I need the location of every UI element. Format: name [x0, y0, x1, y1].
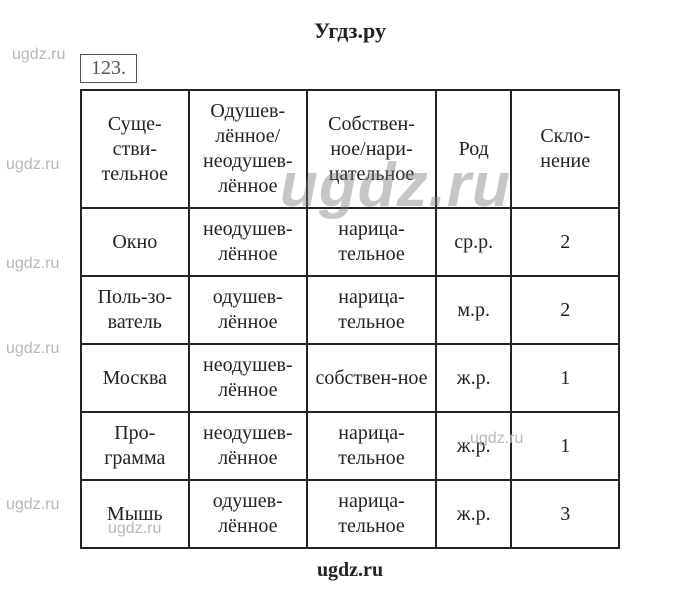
table-row: Окно неодушев-лённое нарица-тельное ср.р…: [81, 208, 619, 276]
cell-proper: нарица-тельное: [307, 480, 436, 548]
exercise-number: 123.: [80, 54, 137, 83]
cell-declension: 3: [511, 480, 619, 548]
cell-animate: одушев-лённое: [189, 276, 307, 344]
header-proper: Собствен-ное/нари-цательное: [307, 90, 436, 208]
cell-animate: одушев-лённое: [189, 480, 307, 548]
header-noun: Суще-стви-тельное: [81, 90, 189, 208]
table-row: Поль-зо-ватель одушев-лённое нарица-тель…: [81, 276, 619, 344]
table-header-row: Суще-стви-тельное Одушев-лённое/ неодуше…: [81, 90, 619, 208]
cell-declension: 2: [511, 276, 619, 344]
cell-proper: нарица-тельное: [307, 276, 436, 344]
cell-noun: Окно: [81, 208, 189, 276]
table-row: Про-грамма неодушев-лённое нарица-тельно…: [81, 412, 619, 480]
footer-site: ugdz.ru: [80, 559, 620, 582]
cell-animate: неодушев-лённое: [189, 412, 307, 480]
table-row: Мышь одушев-лённое нарица-тельное ж.р. 3: [81, 480, 619, 548]
cell-noun: Поль-зо-ватель: [81, 276, 189, 344]
table-body: Окно неодушев-лённое нарица-тельное ср.р…: [81, 208, 619, 548]
header-animate: Одушев-лённое/ неодушев-лённое: [189, 90, 307, 208]
cell-animate: неодушев-лённое: [189, 208, 307, 276]
cell-proper: нарица-тельное: [307, 208, 436, 276]
cell-noun: Мышь: [81, 480, 189, 548]
cell-noun: Про-грамма: [81, 412, 189, 480]
site-title: Угдз.ру: [80, 18, 620, 44]
table-row: Москва неодушев-лённое собствен-ное ж.р.…: [81, 344, 619, 412]
page-container: Угдз.ру 123. Суще-стви-тельное Одушев-лё…: [0, 0, 680, 604]
cell-gender: ж.р.: [436, 344, 511, 412]
cell-gender: ср.р.: [436, 208, 511, 276]
header-declension: Скло-нение: [511, 90, 619, 208]
cell-gender: ж.р.: [436, 480, 511, 548]
cell-proper: нарица-тельное: [307, 412, 436, 480]
cell-declension: 2: [511, 208, 619, 276]
cell-gender: м.р.: [436, 276, 511, 344]
cell-declension: 1: [511, 412, 619, 480]
cell-proper: собствен-ное: [307, 344, 436, 412]
grammar-table: Суще-стви-тельное Одушев-лённое/ неодуше…: [80, 89, 620, 549]
cell-noun: Москва: [81, 344, 189, 412]
cell-animate: неодушев-лённое: [189, 344, 307, 412]
header-gender: Род: [436, 90, 511, 208]
cell-declension: 1: [511, 344, 619, 412]
cell-gender: ж.р.: [436, 412, 511, 480]
